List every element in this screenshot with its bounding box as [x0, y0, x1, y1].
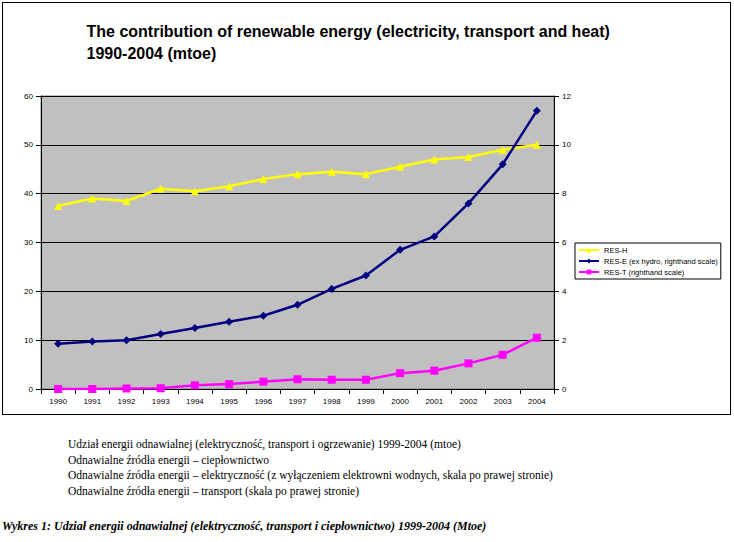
svg-text:40: 40 [24, 189, 33, 198]
svg-text:0: 0 [29, 385, 34, 394]
svg-text:2: 2 [562, 336, 567, 345]
svg-text:2001: 2001 [425, 397, 443, 406]
svg-text:1990: 1990 [49, 397, 67, 406]
svg-text:10: 10 [562, 140, 571, 149]
html-text:Udział energii odnawialnej (el: Udział energii odnawialnej (elektrycznoś… [68, 438, 461, 450]
svg-text:1997: 1997 [289, 397, 307, 406]
svg-text:1991: 1991 [83, 397, 101, 406]
svg-text:RES-H: RES-H [604, 246, 627, 255]
svg-text:The contribution of renewable: The contribution of renewable energy (el… [87, 23, 615, 40]
svg-text:1995: 1995 [220, 397, 238, 406]
svg-text:2003: 2003 [494, 397, 512, 406]
svg-text:1992: 1992 [118, 397, 136, 406]
html-text:Odnawialne źródła energii – ci: Odnawialne źródła energii – ciepłownictw… [68, 453, 269, 466]
html-text:Odnawialne źródła energii – tr: Odnawialne źródła energii – transport (s… [68, 484, 359, 497]
svg-text:RES-T (righthand scale): RES-T (righthand scale) [604, 268, 685, 277]
svg-text:1999: 1999 [357, 397, 375, 406]
svg-text:1996: 1996 [254, 397, 272, 406]
svg-text:20: 20 [24, 287, 33, 296]
svg-text:8: 8 [562, 189, 567, 198]
svg-text:2004: 2004 [528, 397, 546, 406]
svg-text:1994: 1994 [186, 397, 204, 406]
svg-text:4: 4 [562, 287, 567, 296]
svg-text:50: 50 [24, 140, 33, 149]
html-text:Wykres 1: Udział energii odnaw: Wykres 1: Udział energii odnawialnej (el… [2, 519, 487, 533]
svg-text:2002: 2002 [460, 397, 478, 406]
svg-text:12: 12 [562, 92, 571, 101]
svg-text:60: 60 [24, 92, 33, 101]
svg-text:1990-2004 (mtoe): 1990-2004 (mtoe) [87, 45, 217, 62]
svg-text:2000: 2000 [391, 397, 409, 406]
svg-text:1993: 1993 [152, 397, 170, 406]
svg-text:0: 0 [562, 385, 567, 394]
svg-text:RES-E (ex hydro, righthand sca: RES-E (ex hydro, righthand scale) [604, 257, 718, 266]
svg-text:6: 6 [562, 238, 567, 247]
svg-text:10: 10 [24, 336, 33, 345]
svg-text:1998: 1998 [323, 397, 341, 406]
svg-text:30: 30 [24, 238, 33, 247]
html-text:Odnawialne źródła energii – el: Odnawialne źródła energii – elektrycznoś… [68, 469, 553, 481]
